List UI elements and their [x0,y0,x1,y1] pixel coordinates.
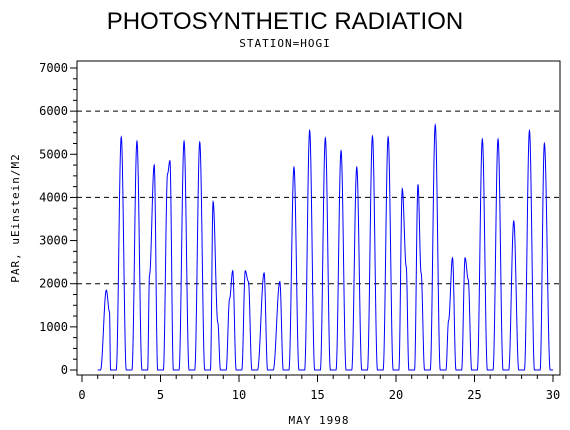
x-tick-label: 30 [546,388,560,402]
y-tick-label: 4000 [39,190,68,204]
y-axis-label: PAR, uEinstein/M2 [9,153,22,283]
chart-title: PHOTOSYNTHETIC RADIATION [107,8,463,35]
y-tick-label: 1000 [39,320,68,334]
y-tick-label: 2000 [39,277,68,291]
x-tick-label: 25 [467,388,481,402]
x-tick-label: 0 [78,388,85,402]
y-axis: 0 1000 2000 3000 4000 5000 6000 7000 [39,61,77,377]
x-tick-label: 20 [389,388,403,402]
reference-lines [77,110,560,285]
y-tick-label: 6000 [39,104,68,118]
x-axis: 0 5 10 15 20 25 30 [78,375,560,402]
y-tick-label: 3000 [39,234,68,248]
x-tick-label: 10 [232,388,246,402]
par-series-line [97,123,553,371]
x-tick-label: 15 [310,388,324,402]
plot-frame [76,60,561,376]
chart-subtitle: STATION=HOGI [239,37,330,50]
y-tick-label: 0 [61,363,68,377]
x-axis-label: MAY 1998 [289,414,350,427]
y-tick-label: 7000 [39,61,68,75]
y-tick-label: 5000 [39,147,68,161]
x-tick-label: 5 [157,388,164,402]
